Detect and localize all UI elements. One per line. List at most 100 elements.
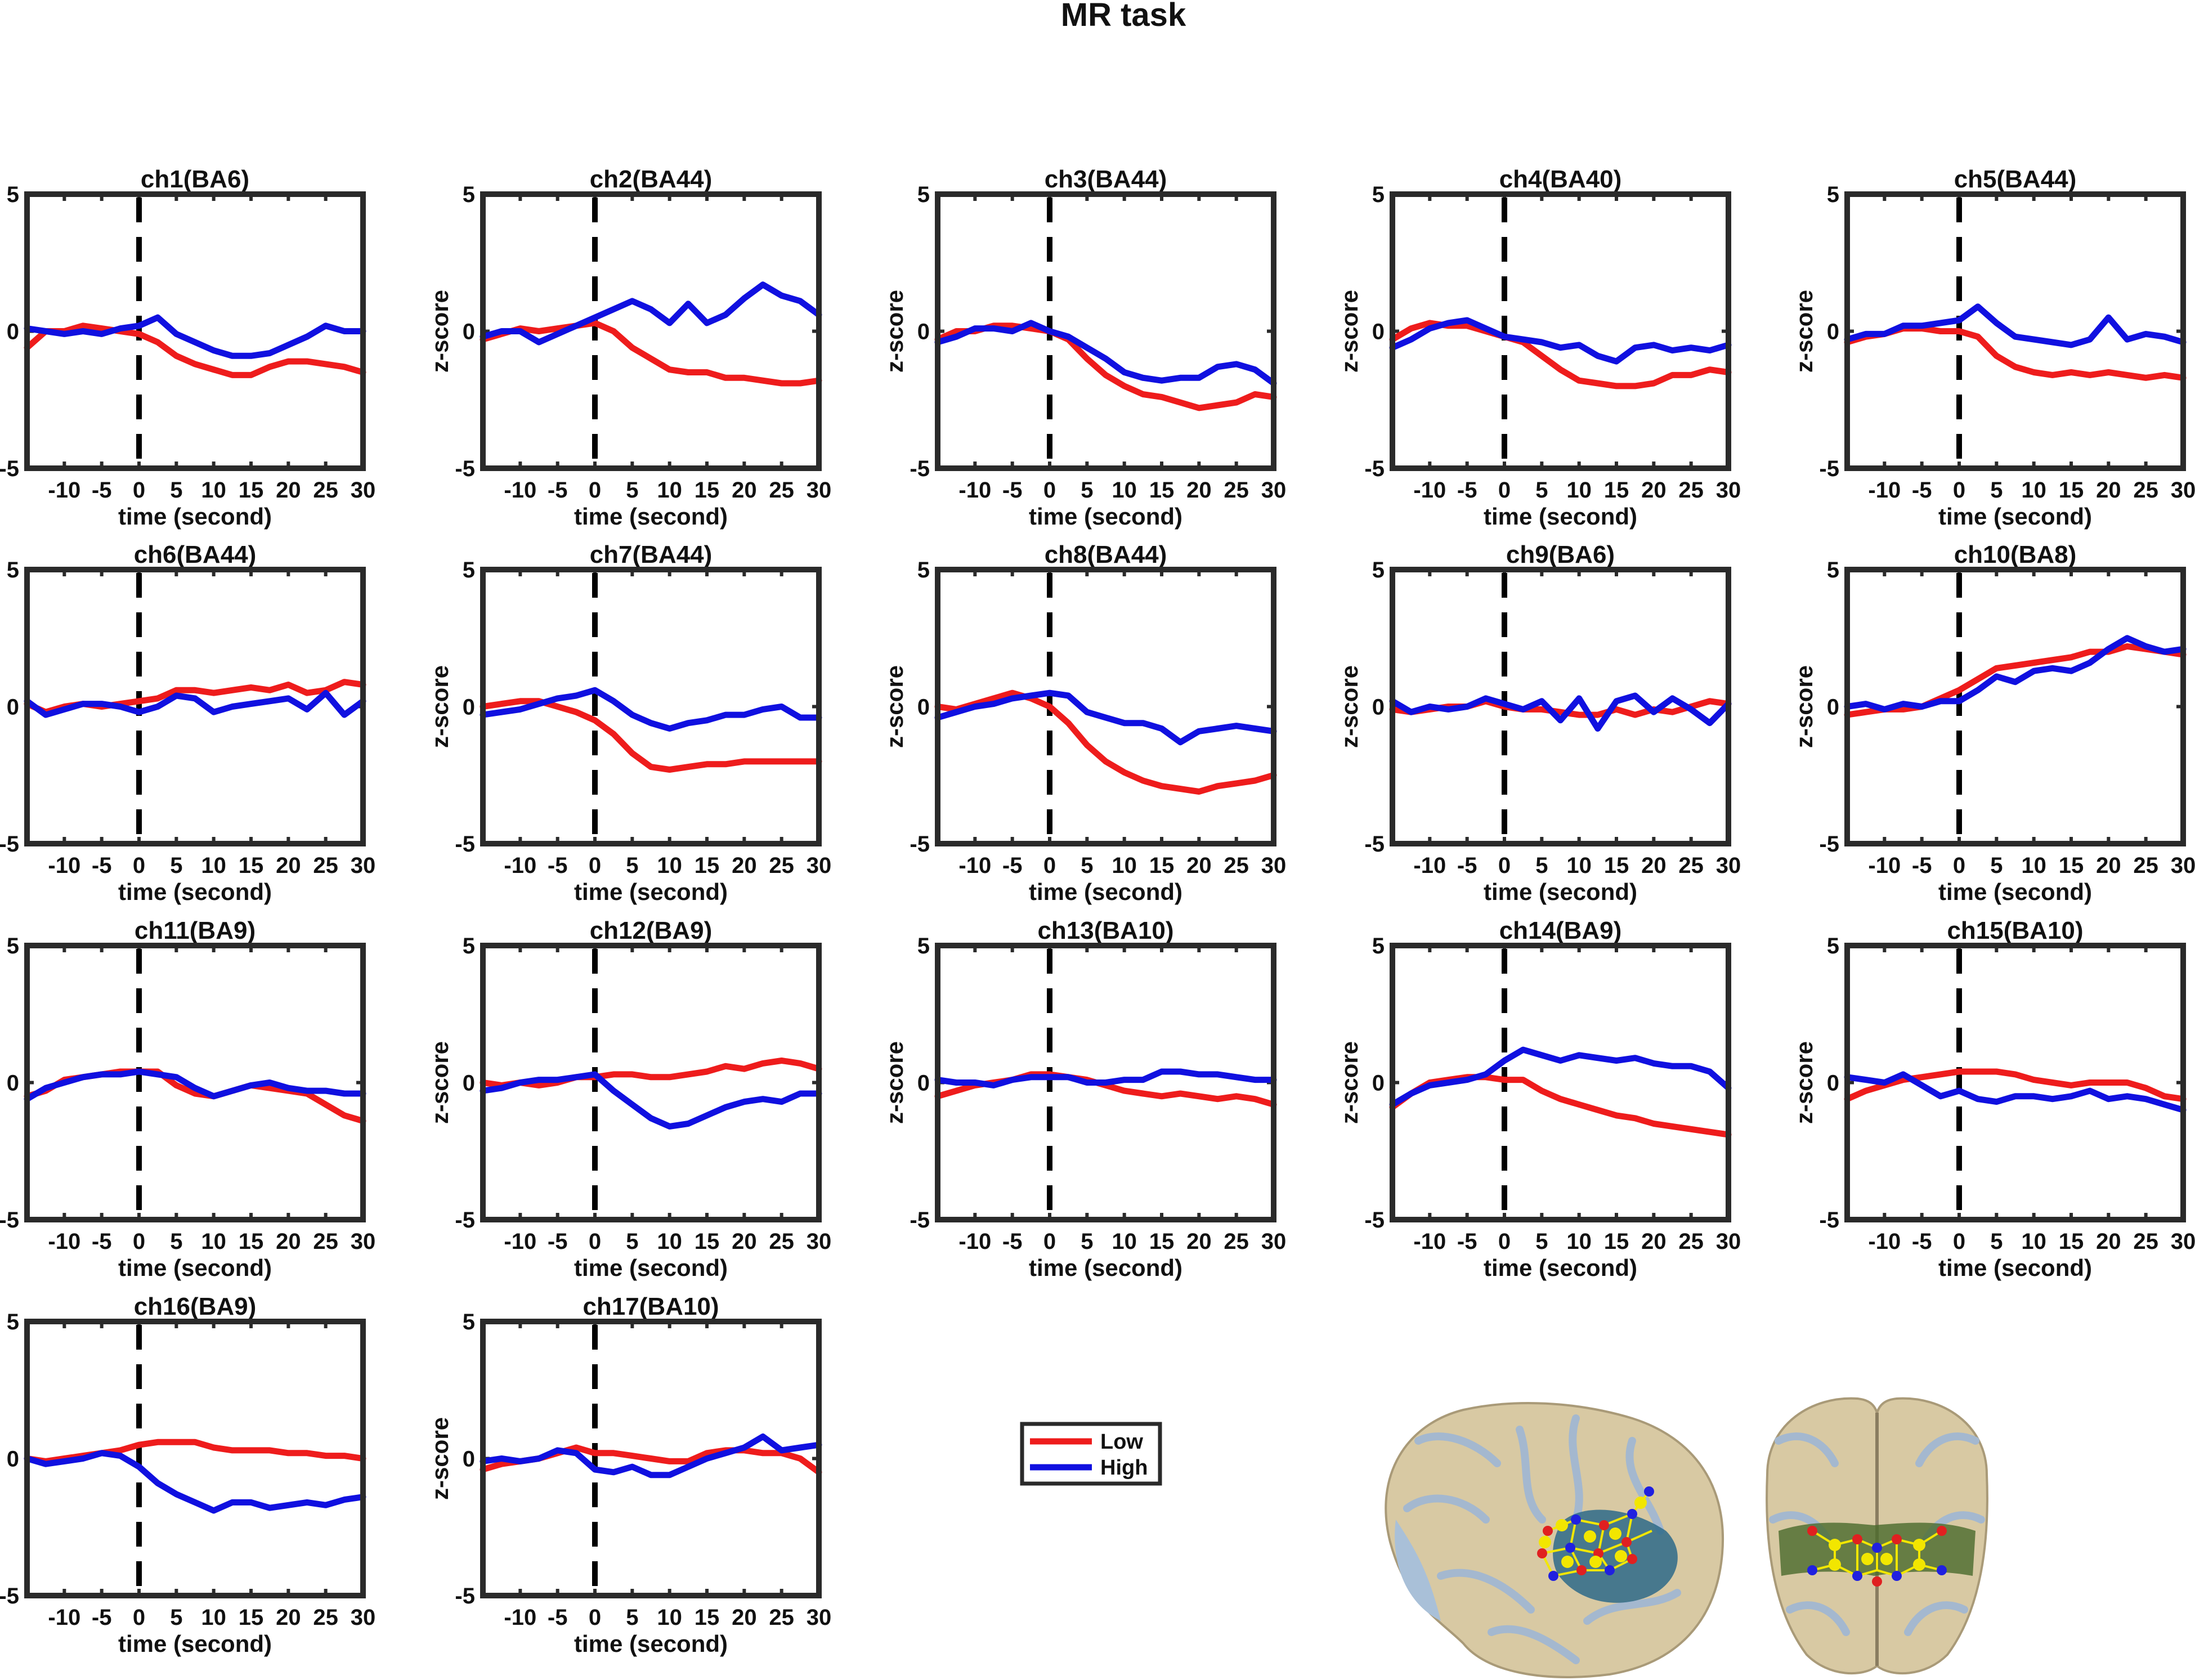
x-tick-label: 15 xyxy=(239,478,264,503)
x-axis-label: time (second) xyxy=(1938,1255,2092,1281)
x-tick-label: 0 xyxy=(133,478,145,503)
y-tick-label: 0 xyxy=(463,320,475,344)
x-tick-label: -5 xyxy=(92,853,112,878)
x-tick-label: -5 xyxy=(548,1605,568,1630)
series-line-low xyxy=(1844,1068,2187,1103)
series-line-low xyxy=(934,689,1277,795)
x-tick-label: 25 xyxy=(313,1605,338,1630)
chart-title: ch9(BA6) xyxy=(1506,541,1615,568)
x-tick-label: 0 xyxy=(589,1605,601,1630)
series-line-low xyxy=(480,320,822,387)
y-tick-label: -5 xyxy=(0,832,19,857)
y-tick-label: 5 xyxy=(1372,558,1385,583)
legend-box xyxy=(1020,1422,1162,1486)
y-tick-label: 5 xyxy=(7,558,19,583)
chart-title: ch11(BA9) xyxy=(135,917,256,944)
y-tick-label: -5 xyxy=(1364,456,1385,481)
plot-frame xyxy=(1390,567,1731,846)
plot-frame xyxy=(24,567,366,846)
x-tick-label: 15 xyxy=(695,1229,720,1254)
x-tick-label: -10 xyxy=(48,478,80,503)
x-tick-label: 25 xyxy=(769,853,794,878)
y-tick-label: 0 xyxy=(7,1447,19,1472)
x-tick-label: -10 xyxy=(48,1605,80,1630)
y-axis-label: z-score xyxy=(1791,290,1817,373)
x-tick-label: 5 xyxy=(170,853,182,878)
x-tick-label: -10 xyxy=(958,853,991,878)
plot-frame xyxy=(24,1319,366,1598)
y-tick-label: 5 xyxy=(463,558,475,583)
y-tick-label: 5 xyxy=(7,934,19,958)
x-tick-label: -5 xyxy=(548,478,568,503)
plot-frame xyxy=(480,943,822,1222)
x-tick-label: 30 xyxy=(807,853,832,878)
x-tick-label: 20 xyxy=(1186,1229,1212,1254)
plot-frame xyxy=(935,567,1276,846)
x-tick-label: -10 xyxy=(48,853,80,878)
y-tick-label: 0 xyxy=(917,695,930,720)
series-line-low xyxy=(480,1058,822,1088)
y-tick-label: -5 xyxy=(1819,1208,1839,1233)
brain-frontal-view-icon xyxy=(1766,1397,1988,1675)
x-tick-label: 25 xyxy=(769,1605,794,1630)
plot-frame xyxy=(935,191,1276,471)
x-axis-label: time (second) xyxy=(1029,879,1182,905)
x-tick-label: 25 xyxy=(1224,853,1249,878)
x-tick-label: 5 xyxy=(626,1229,638,1254)
x-tick-label: 30 xyxy=(1716,1229,1741,1254)
x-tick-label: -5 xyxy=(1002,1229,1023,1254)
y-axis-label: z-score xyxy=(1336,665,1363,748)
x-tick-label: 30 xyxy=(1716,478,1741,503)
x-tick-label: -5 xyxy=(548,1229,568,1254)
chart-title: ch6(BA44) xyxy=(134,541,257,568)
x-tick-label: 30 xyxy=(807,1605,832,1630)
x-tick-label: -10 xyxy=(1413,478,1446,503)
x-tick-label: 25 xyxy=(769,1229,794,1254)
x-tick-label: 0 xyxy=(1498,853,1511,878)
x-tick-label: 0 xyxy=(1953,1229,1965,1254)
plot-frame xyxy=(935,943,1276,1222)
x-axis-label: time (second) xyxy=(1484,879,1637,905)
x-tick-label: -10 xyxy=(504,853,536,878)
y-axis-label: z-score xyxy=(881,290,908,373)
x-tick-label: 5 xyxy=(1535,478,1548,503)
plot-frame xyxy=(1844,943,2186,1222)
y-tick-label: 5 xyxy=(1827,934,1839,958)
x-tick-label: -5 xyxy=(1457,853,1477,878)
y-axis-label: z-score xyxy=(427,1417,453,1500)
chart-title: ch15(BA10) xyxy=(1947,917,2083,944)
x-tick-label: -10 xyxy=(1868,1229,1901,1254)
x-tick-label: 20 xyxy=(276,478,301,503)
x-tick-label: -5 xyxy=(1912,853,1932,878)
x-tick-label: 20 xyxy=(276,853,301,878)
legend: Low High xyxy=(1020,1422,1162,1486)
y-tick-label: 5 xyxy=(1827,182,1839,207)
series-line-high xyxy=(934,1068,1277,1088)
x-tick-label: 10 xyxy=(201,1605,226,1630)
x-tick-label: 0 xyxy=(133,853,145,878)
x-axis-label: time (second) xyxy=(1938,879,2092,905)
x-tick-label: 25 xyxy=(769,478,794,503)
chart-title: ch4(BA40) xyxy=(1499,165,1622,193)
x-tick-label: 30 xyxy=(1261,1229,1287,1254)
y-tick-label: -5 xyxy=(910,832,930,857)
y-tick-label: -5 xyxy=(1819,832,1839,857)
x-tick-label: 0 xyxy=(1498,478,1511,503)
y-tick-label: 5 xyxy=(917,182,930,207)
x-tick-label: 15 xyxy=(2059,853,2084,878)
x-axis-label: time (second) xyxy=(1484,503,1637,530)
x-tick-label: 25 xyxy=(1678,478,1704,503)
chart-title: ch5(BA44) xyxy=(1954,165,2077,193)
x-axis-label: time (second) xyxy=(1938,503,2092,530)
y-tick-label: 0 xyxy=(1827,695,1839,720)
x-tick-label: 5 xyxy=(626,478,638,503)
x-tick-label: 25 xyxy=(1678,1229,1704,1254)
x-tick-label: 5 xyxy=(1081,478,1093,503)
y-tick-label: 0 xyxy=(1372,1071,1385,1096)
legend-low-label: Low xyxy=(1100,1430,1143,1454)
